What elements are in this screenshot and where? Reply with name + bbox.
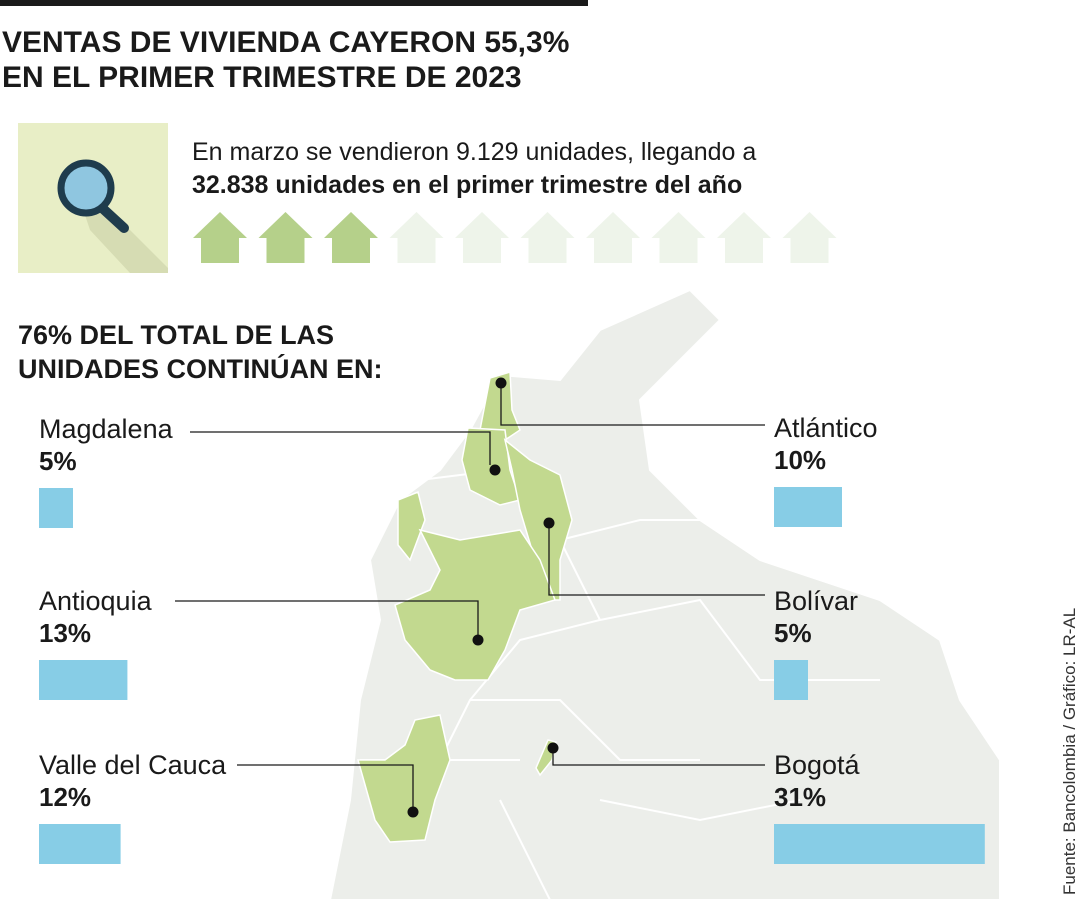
region-dot: [472, 634, 484, 646]
bar: [774, 487, 842, 527]
heading: UNIDADES CONTINÚAN EN:: [18, 353, 383, 384]
house: [389, 212, 444, 263]
top-rule: [0, 0, 588, 6]
bar: [774, 660, 808, 700]
value-label: 31%: [774, 782, 826, 812]
region-dot: [547, 742, 559, 754]
bar: [774, 824, 985, 864]
region-dot: [495, 377, 507, 389]
title-line: EN EL PRIMER TRIMESTRE DE 2023: [2, 61, 522, 94]
leader-line: [190, 431, 491, 465]
leader-line: [552, 748, 765, 766]
subtitle: 32.838 unidades en el primer trimestre d…: [192, 171, 742, 199]
value-label: 12%: [39, 782, 91, 812]
house: [324, 212, 378, 263]
leader-line: [500, 383, 765, 426]
value-label: 13%: [39, 618, 91, 648]
region-name: Bogotá: [774, 750, 861, 780]
houses: [193, 212, 837, 263]
region-name: Atlántico: [774, 413, 878, 443]
leader-line: [237, 764, 414, 812]
region-dot: [489, 464, 501, 476]
region-name: Antioquia: [39, 586, 153, 616]
region-name: Bolívar: [774, 586, 858, 616]
bar: [39, 824, 121, 864]
value-label: 5%: [774, 618, 812, 648]
house: [520, 212, 575, 263]
leader-line: [175, 600, 479, 640]
subtitle: En marzo se vendieron 9.129 unidades, ll…: [192, 138, 756, 166]
region-name: Valle del Cauca: [39, 750, 227, 780]
title-line: VENTAS DE VIVIENDA CAYERON 55,3%: [2, 26, 569, 59]
house: [455, 212, 509, 263]
bar: [39, 488, 73, 528]
source: Fuente: Bancolombia / Gráfico: LR-AL: [1060, 608, 1079, 895]
house: [193, 212, 247, 263]
house: [258, 212, 313, 263]
leader-line: [548, 523, 765, 596]
icon-panel: [18, 123, 168, 273]
heading: 76% DEL TOTAL DE LAS: [18, 320, 334, 350]
house: [651, 212, 706, 263]
bar: [39, 660, 128, 700]
value-label: 10%: [774, 445, 826, 475]
region-dot: [407, 806, 419, 818]
value-label: 5%: [39, 446, 77, 476]
region-dot: [543, 517, 555, 529]
region-name: Magdalena: [39, 414, 174, 444]
house: [717, 212, 771, 263]
house: [586, 212, 640, 263]
house: [782, 212, 837, 263]
